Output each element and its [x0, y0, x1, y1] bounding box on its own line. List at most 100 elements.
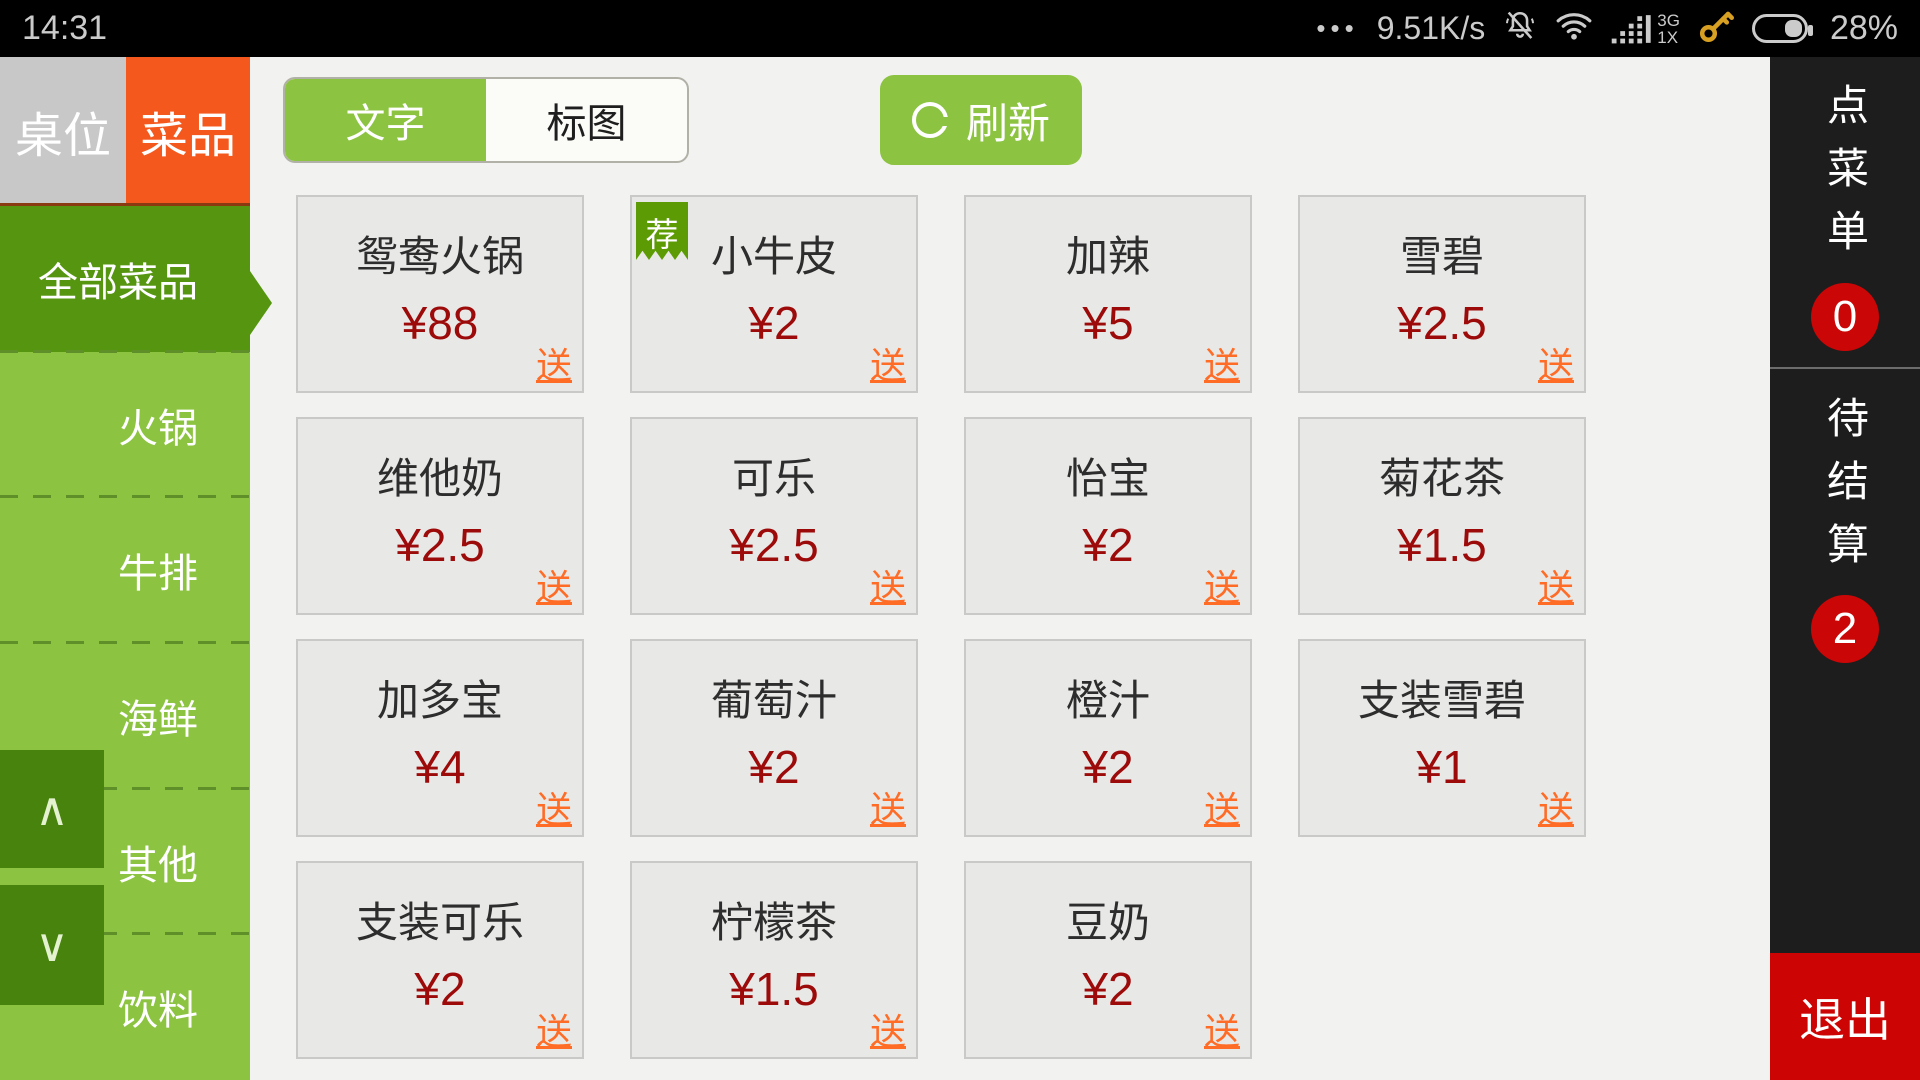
currency-symbol: ¥: [1082, 519, 1108, 571]
menu-item-name: 维他奶: [376, 455, 503, 502]
menu-grid: 鸳鸯火锅 ¥88 送 荐 小牛皮 ¥2 送 加辣 ¥5 送 雪碧 ¥2.5 送 …: [296, 195, 1586, 1059]
sidebar-category-label: 全部菜品: [38, 260, 198, 305]
menu-item-card[interactable]: 支装可乐 ¥2 送: [296, 861, 584, 1059]
menu-item-price: ¥2: [1082, 519, 1134, 571]
order-menu-button[interactable]: 点菜单: [1821, 83, 1869, 272]
menu-item-name: 柠檬茶: [710, 899, 837, 946]
currency-symbol: ¥: [395, 519, 421, 571]
menu-item-card[interactable]: 加辣 ¥5 送: [964, 195, 1252, 393]
menu-item-card[interactable]: 维他奶 ¥2.5 送: [296, 417, 584, 615]
menu-item-name: 加辣: [1065, 233, 1150, 280]
gift-link[interactable]: 送: [1537, 789, 1574, 830]
gift-link[interactable]: 送: [1203, 789, 1240, 830]
currency-symbol: ¥: [1397, 297, 1423, 349]
menu-item-card[interactable]: 菊花茶 ¥1.5 送: [1298, 417, 1586, 615]
menu-item-card[interactable]: 橙汁 ¥2 送: [964, 639, 1252, 837]
currency-symbol: ¥: [748, 297, 774, 349]
chevron-down-icon: ∨: [35, 919, 69, 971]
category-scroll-down-button[interactable]: ∨: [0, 885, 104, 1005]
currency-symbol: ¥: [401, 297, 428, 349]
battery-percent: 28%: [1829, 9, 1898, 47]
refresh-label: 刷新: [965, 99, 1050, 147]
order-panel: 点菜单 0 待结算 2 退出: [1770, 57, 1920, 1080]
menu-item-name: 菊花茶: [1378, 455, 1505, 502]
clock: 14:31: [22, 9, 108, 47]
category-scroll-up-button[interactable]: ∧: [0, 750, 104, 868]
menu-item-price: ¥2: [414, 963, 466, 1015]
gift-link[interactable]: 送: [869, 789, 906, 830]
menu-item-card[interactable]: 鸳鸯火锅 ¥88 送: [296, 195, 584, 393]
menu-item-card[interactable]: 葡萄汁 ¥2 送: [630, 639, 918, 837]
menu-item-card[interactable]: 支装雪碧 ¥1 送: [1298, 639, 1586, 837]
gift-link[interactable]: 送: [1537, 345, 1574, 386]
gift-link[interactable]: 送: [535, 345, 572, 386]
menu-item-card[interactable]: 加多宝 ¥4 送: [296, 639, 584, 837]
tab-tables[interactable]: 桌位: [0, 57, 126, 205]
tab-divider: [0, 203, 250, 206]
view-mode-option[interactable]: 标图: [546, 102, 627, 146]
network-speed: 9.51K/s: [1376, 10, 1486, 46]
gift-link[interactable]: 送: [1537, 567, 1574, 608]
pending-count-badge: 2: [1811, 595, 1879, 663]
sidebar-category-label: 饮料: [118, 989, 198, 1034]
sidebar-category-label: 牛排: [118, 552, 198, 597]
sidebar-item-4[interactable]: 其他: [0, 789, 250, 936]
gift-link[interactable]: 送: [1203, 345, 1240, 386]
gift-link[interactable]: 送: [869, 567, 906, 608]
status-bar: 14:31 ••• 9.51K/s: [0, 0, 1920, 57]
gift-link[interactable]: 送: [1203, 1011, 1240, 1052]
gift-link[interactable]: 送: [535, 789, 572, 830]
refresh-icon: [911, 102, 950, 138]
tab-dishes[interactable]: 菜品: [126, 57, 250, 205]
sidebar-item-0[interactable]: 全部菜品: [0, 206, 250, 353]
menu-item-card[interactable]: 怡宝 ¥2 送: [964, 417, 1252, 615]
menu-item-price: ¥2: [1082, 963, 1134, 1015]
view-mode-option[interactable]: 文字: [285, 79, 486, 161]
currency-symbol: ¥: [729, 963, 755, 1015]
sidebar-category-label: 火锅: [118, 406, 198, 451]
recommended-ribbon-icon: 荐: [636, 202, 688, 260]
currency-symbol: ¥: [748, 741, 774, 793]
ellipsis-indicator: •••: [1316, 13, 1359, 43]
menu-item-name: 怡宝: [1065, 455, 1150, 502]
menu-item-card[interactable]: 可乐 ¥2.5 送: [630, 417, 918, 615]
mute-bell-icon: [1503, 9, 1537, 48]
sidebar-item-1[interactable]: 火锅: [0, 352, 250, 499]
menu-item-price: ¥2.5: [729, 519, 819, 571]
currency-symbol: ¥: [1082, 741, 1108, 793]
gift-link[interactable]: 送: [535, 1011, 572, 1052]
sidebar-category-label: 其他: [118, 843, 198, 888]
menu-item-card[interactable]: 雪碧 ¥2.5 送: [1298, 195, 1586, 393]
menu-item-card[interactable]: 豆奶 ¥2 送: [964, 861, 1252, 1059]
tab-tables-label: 桌位: [14, 110, 111, 163]
menu-item-name: 支装雪碧: [1357, 677, 1526, 724]
wifi-icon: [1555, 10, 1593, 47]
sidebar-item-5[interactable]: 饮料: [0, 934, 250, 1080]
currency-symbol: ¥: [1397, 519, 1423, 571]
tab-dishes-label: 菜品: [139, 110, 236, 163]
menu-item-price: ¥2.5: [395, 519, 485, 571]
sidebar-item-3[interactable]: 海鲜: [0, 643, 250, 790]
sidebar-item-2[interactable]: 牛排: [0, 497, 250, 644]
gift-link[interactable]: 送: [869, 1011, 906, 1052]
exit-label: 退出: [1799, 993, 1891, 1046]
menu-item-card[interactable]: 荐 小牛皮 ¥2 送: [630, 195, 918, 393]
menu-item-price: ¥5: [1082, 297, 1134, 349]
battery-icon: [1751, 14, 1813, 43]
selected-category-pointer-icon: [250, 271, 272, 335]
currency-symbol: ¥: [414, 963, 440, 1015]
menu-item-card[interactable]: 柠檬茶 ¥1.5 送: [630, 861, 918, 1059]
menu-item-name: 橙汁: [1065, 677, 1150, 724]
menu-item-price: ¥1.5: [729, 963, 819, 1015]
gift-link[interactable]: 送: [1203, 567, 1240, 608]
gift-link[interactable]: 送: [869, 345, 906, 386]
refresh-button[interactable]: 刷新: [880, 75, 1082, 165]
menu-item-name: 豆奶: [1065, 899, 1150, 946]
menu-item-price: ¥2: [1082, 741, 1134, 793]
gift-link[interactable]: 送: [535, 567, 572, 608]
exit-button[interactable]: 退出: [1770, 953, 1920, 1080]
menu-item-name: 葡萄汁: [710, 677, 837, 724]
menu-item-price: ¥1.5: [1397, 519, 1487, 571]
cell-signal-icon: 3G 1X: [1611, 12, 1680, 46]
pending-settlement-button[interactable]: 待结算: [1821, 396, 1869, 585]
